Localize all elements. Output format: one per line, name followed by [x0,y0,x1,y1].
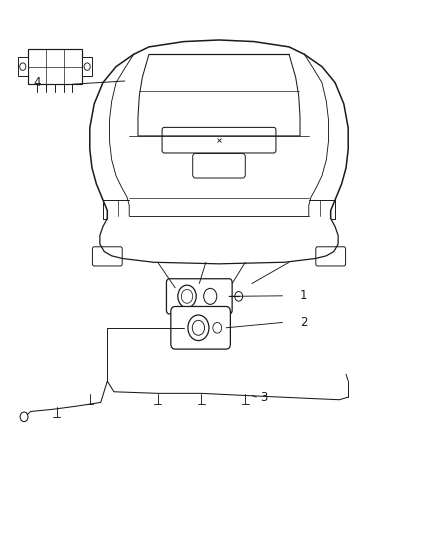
Text: 1: 1 [300,289,307,302]
FancyBboxPatch shape [162,127,276,153]
FancyBboxPatch shape [92,247,122,266]
Bar [82,57,92,76]
Text: 2: 2 [300,316,307,329]
FancyBboxPatch shape [316,247,346,266]
Bar [18,57,28,76]
FancyBboxPatch shape [171,306,230,349]
FancyBboxPatch shape [193,154,245,178]
Text: 3: 3 [261,391,268,403]
Text: 4: 4 [33,76,41,89]
FancyBboxPatch shape [166,279,232,314]
Bar [28,49,82,84]
